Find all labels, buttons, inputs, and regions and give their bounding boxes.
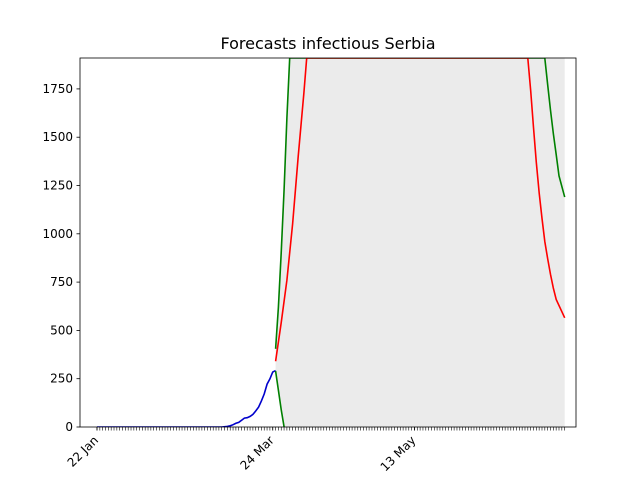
plot-inner bbox=[97, 58, 566, 427]
y-tick-label: 0 bbox=[65, 420, 73, 434]
y-tick-label: 750 bbox=[50, 275, 73, 289]
plot-area: 0 250 500 750 1000 1250 1500 1750 22 Jan 24 Mar 13… bbox=[42, 57, 577, 474]
series-line-observed bbox=[97, 369, 276, 427]
y-tick-label: 1250 bbox=[42, 179, 73, 193]
y-tick-label: 1500 bbox=[42, 130, 73, 144]
x-tick-label: 24 Mar bbox=[237, 433, 276, 472]
series-line-forecast-upper bbox=[274, 58, 566, 349]
y-tick-label: 500 bbox=[50, 323, 73, 337]
series-line-forecast-mid bbox=[274, 58, 566, 362]
series-line-forecast-lower bbox=[274, 370, 285, 427]
axes-frame bbox=[79, 57, 577, 428]
forecast-band bbox=[275, 58, 565, 427]
y-tick-label: 1000 bbox=[42, 227, 73, 241]
chart-title: Forecasts infectious Serbia bbox=[220, 34, 435, 53]
y-tick-label: 1750 bbox=[42, 82, 73, 96]
x-tick-label: 22 Jan bbox=[65, 433, 101, 469]
x-tick-label: 13 May bbox=[378, 433, 419, 474]
y-tick-label: 250 bbox=[50, 372, 73, 386]
